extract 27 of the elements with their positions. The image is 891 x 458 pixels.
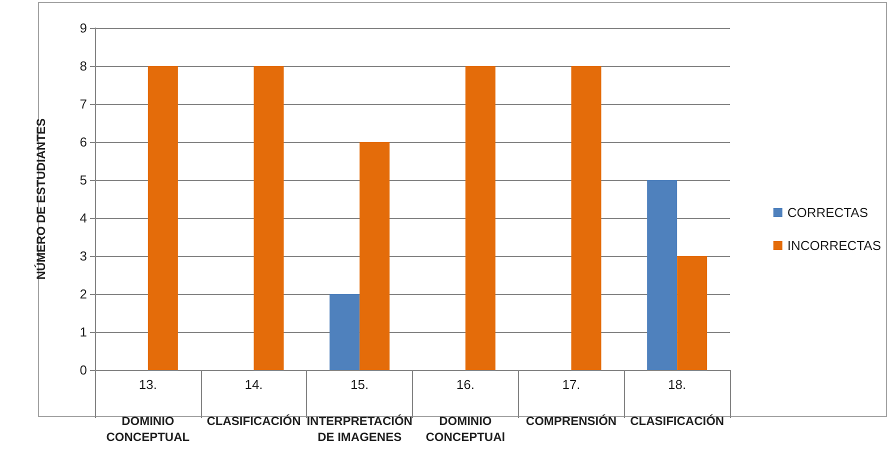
y-tick-label: 5	[80, 172, 87, 188]
bar	[647, 180, 678, 370]
y-tick-label: 0	[80, 362, 87, 378]
y-tick-label: 9	[80, 20, 87, 36]
y-tick-label: 4	[80, 210, 87, 226]
y-tick-label: 1	[80, 324, 87, 340]
y-tick-label: 8	[80, 58, 87, 74]
category-label: 13. DOMINIO CONCEPTUAL	[106, 377, 190, 444]
category-label: 14. CLASIFICACIÓN	[206, 377, 301, 428]
y-tick-label: 3	[80, 248, 87, 264]
bar	[571, 66, 602, 370]
legend-label: CORRECTAS	[787, 205, 868, 220]
category-label: 17. COMPRENSIÓN	[526, 377, 617, 428]
bar	[148, 66, 178, 370]
y-tick-label: 2	[80, 286, 87, 302]
y-tick-label: 7	[80, 96, 87, 112]
bar	[465, 66, 496, 370]
category-label: 16. DOMINIO CONCEPTUAl	[426, 377, 506, 444]
bar	[677, 256, 708, 370]
category-label: 18. CLASIFICACIÓN	[630, 377, 724, 428]
y-axis-title: NÚMERO DE ESTUDIANTES	[34, 118, 48, 280]
bar	[254, 66, 284, 370]
legend-label: INCORRECTAS	[787, 238, 882, 253]
category-label: 15. INTERPRETACIÓN DE IMAGENES	[306, 377, 412, 444]
bar	[360, 142, 390, 370]
y-tick-label: 6	[80, 134, 87, 150]
bar	[330, 294, 360, 370]
